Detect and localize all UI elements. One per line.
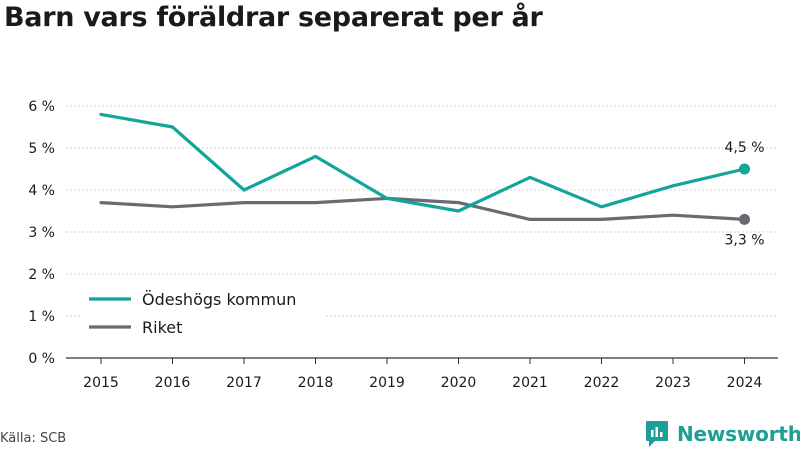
end-point-marker — [739, 163, 750, 175]
legend-label: Riket — [142, 318, 182, 337]
x-tick-label: 2021 — [512, 375, 548, 391]
source-note: Källa: SCB — [0, 431, 67, 446]
newsworthy-logo-icon — [646, 421, 668, 447]
series-line-riket — [99, 196, 747, 221]
y-tick-label: 0 % — [28, 351, 55, 367]
x-tick-label: 2015 — [83, 375, 119, 391]
end-point-marker — [739, 213, 750, 225]
series-lines — [99, 112, 750, 225]
x-tick-label: 2020 — [441, 375, 477, 391]
y-tick-label: 2 % — [28, 267, 55, 283]
x-tick-label: 2022 — [584, 375, 620, 391]
legend-label: Ödeshögs kommun — [142, 290, 296, 309]
brand-logo: Newsworthy — [645, 420, 800, 448]
y-tick-label: 1 % — [28, 309, 55, 325]
y-tick-label: 6 % — [28, 99, 55, 115]
y-tick-label: 5 % — [28, 141, 55, 157]
x-tick-label: 2017 — [226, 375, 262, 391]
y-tick-label: 3 % — [28, 225, 55, 241]
x-tick-label: 2016 — [155, 375, 191, 391]
end-labels: 3,3 % 4,5 % — [724, 140, 764, 248]
x-tick-label: 2018 — [298, 375, 334, 391]
chart-title: Barn vars föräldrar separerat per år — [4, 2, 543, 33]
x-axis: 2015 2016 2017 2018 2019 2020 2021 2022 2023 2024 — [83, 358, 762, 391]
legend: Ödeshögs kommun Riket — [80, 284, 326, 342]
end-value-label: 3,3 % — [724, 232, 764, 248]
series-line-odeshog — [99, 112, 747, 213]
end-value-label: 4,5 % — [724, 140, 764, 156]
x-tick-label: 2019 — [369, 375, 405, 391]
x-tick-label: 2024 — [727, 375, 763, 391]
x-tick-label: 2023 — [655, 375, 691, 391]
y-tick-label: 4 % — [28, 183, 55, 199]
brand-name: Newsworthy — [677, 422, 800, 446]
y-axis-ticks: 0 % 1 % 2 % 3 % 4 % 5 % 6 % — [28, 99, 55, 367]
legend-background — [80, 284, 326, 342]
